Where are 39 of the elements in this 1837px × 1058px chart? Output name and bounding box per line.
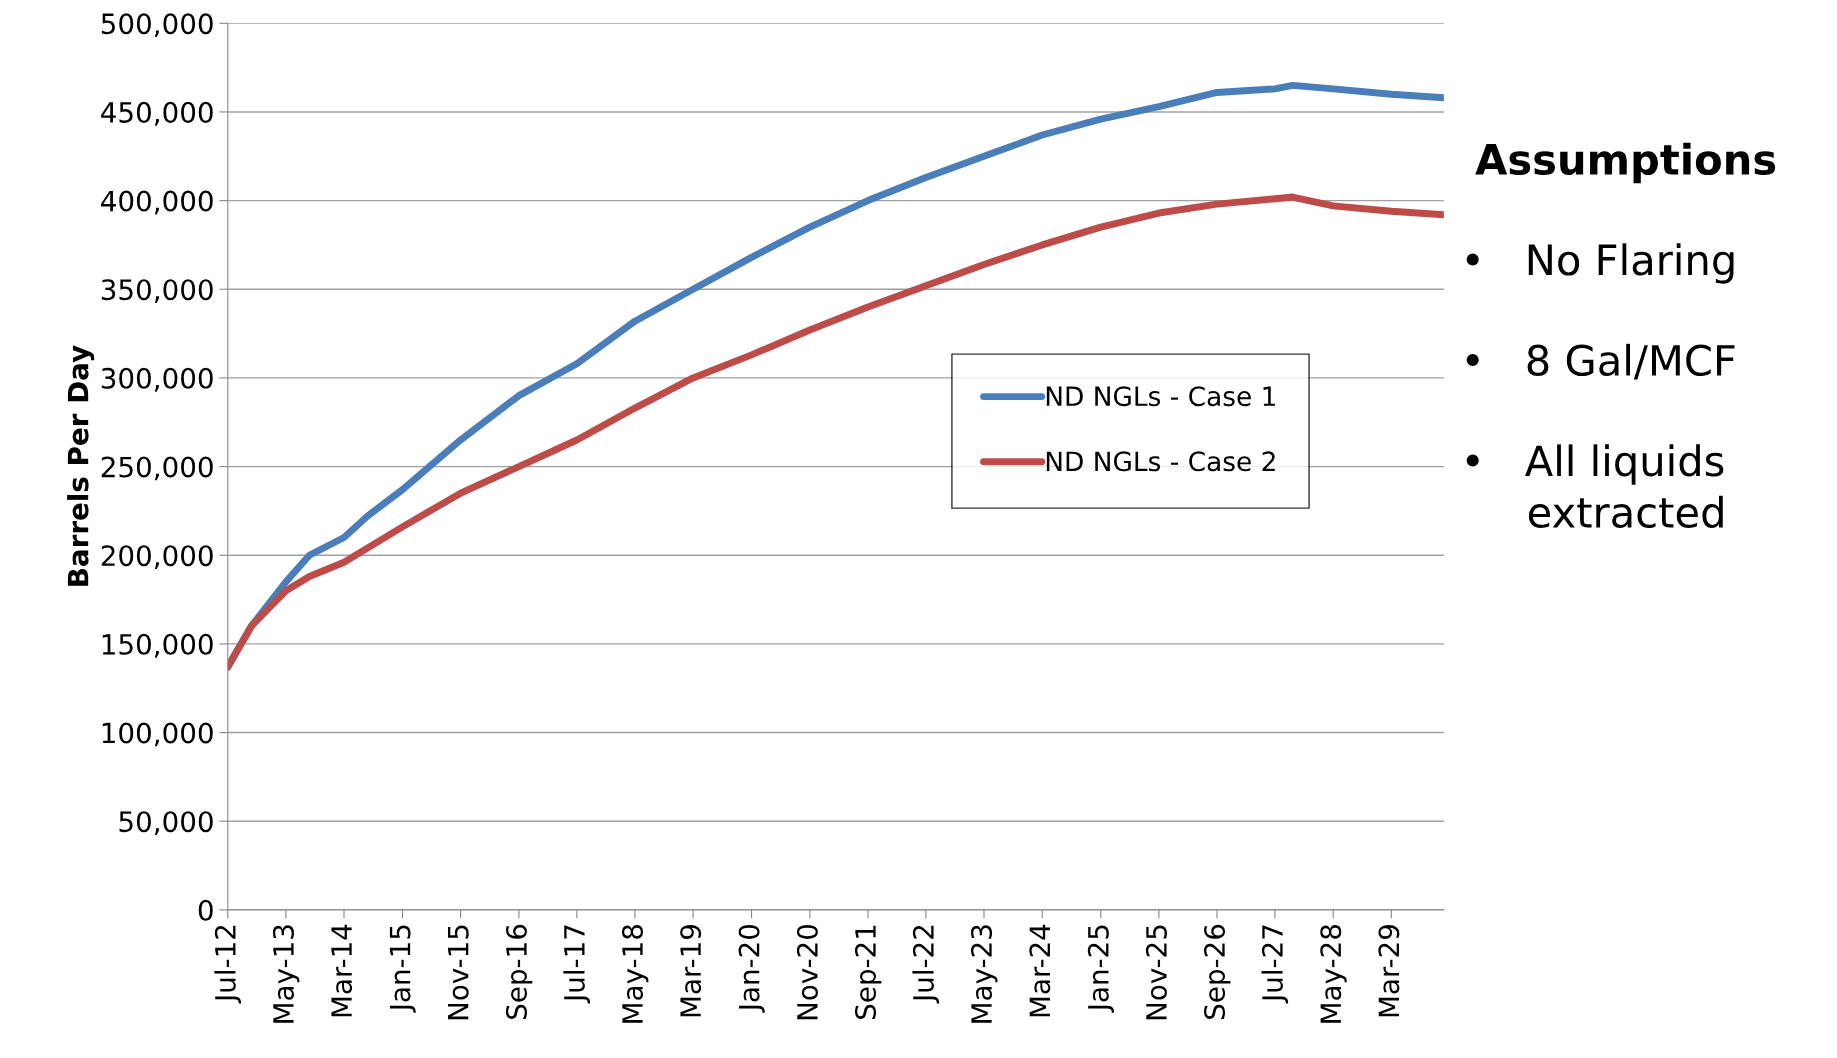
x-tick-label: Jan-15: [389, 925, 416, 1013]
y-tick-label: 200,000: [101, 545, 213, 570]
y-tick-label: 100,000: [102, 722, 213, 747]
y-tick-label: 350,000: [101, 279, 213, 304]
text: Assumptions: [1475, 142, 1776, 184]
x-tick-label: Nov-15: [448, 925, 469, 1020]
y-tick-label: 400,000: [101, 190, 213, 215]
x-tick-label: May-23: [971, 925, 998, 1023]
x-tick-label: Nov-25: [1145, 925, 1167, 1020]
y-tick-label: 450,000: [101, 101, 213, 126]
y-tick-label: 500,000: [101, 13, 213, 38]
text: • No Flaring: [1466, 243, 1734, 284]
x-tick-label: Jan-20: [738, 924, 765, 1013]
x-tick-label: May-13: [272, 925, 300, 1023]
x-tick-label: May-28: [1320, 924, 1347, 1023]
x-tick-label: Mar-24: [1029, 924, 1051, 1017]
x-tick-label: Jan-25: [1087, 925, 1114, 1013]
x-tick-label: Jul-17: [563, 925, 591, 1004]
text: • All liquids extracted: [1466, 444, 1724, 529]
text: • 8 Gal/MCF: [1466, 343, 1735, 380]
x-tick-label: Mar-29: [1378, 925, 1400, 1017]
x-tick-label: May-18: [621, 924, 649, 1023]
legend-label: ND NGLs - Case 2: [1046, 451, 1275, 472]
x-tick-label: Sep-26: [1204, 924, 1231, 1019]
x-tick-label: Sep-21: [855, 925, 882, 1019]
y-tick-label: 300,000: [101, 367, 213, 392]
x-tick-label: Sep-16: [505, 924, 533, 1019]
legend-label: ND NGLs - Case 1: [1046, 386, 1275, 407]
y-tick-label: 0: [198, 899, 213, 921]
y-axis-title: Barrels Per Day: [67, 345, 95, 586]
x-tick-label: Mar-19: [680, 925, 702, 1017]
y-tick-label: 150,000: [102, 633, 213, 658]
x-tick-label: Jul-12: [214, 925, 242, 1004]
y-tick-label: 250,000: [101, 456, 213, 481]
x-tick-label: Mar-14: [331, 924, 353, 1017]
x-tick-label: Jul-27: [1261, 925, 1289, 1004]
x-tick-label: Jul-22: [912, 925, 940, 1004]
x-tick-label: Nov-20: [796, 924, 818, 1020]
y-tick-label: 50,000: [119, 811, 213, 835]
